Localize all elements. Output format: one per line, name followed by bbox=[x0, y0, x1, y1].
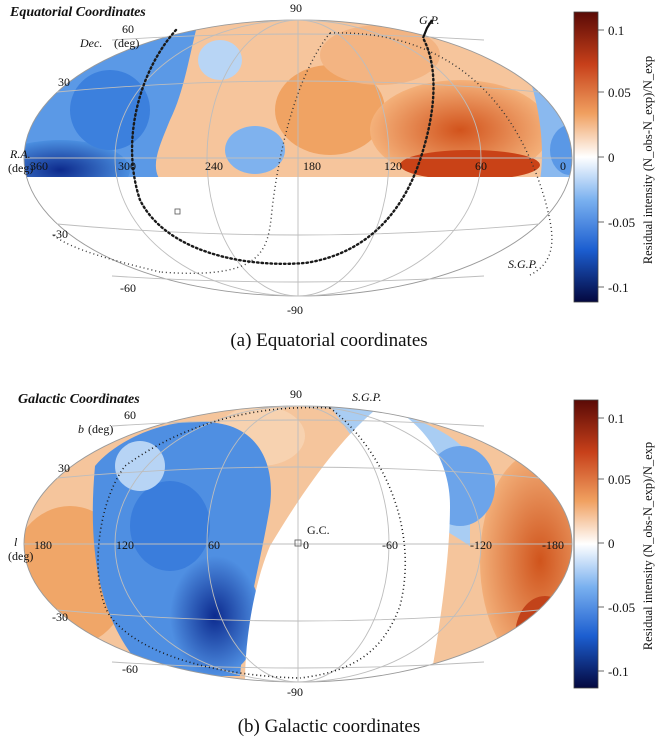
coordinate-grid bbox=[23, 405, 573, 683]
colorbar-tick-minus-0.05: -0.05 bbox=[608, 600, 635, 615]
lon-axis-label: l bbox=[14, 535, 18, 549]
lon-axis-label: R.A. bbox=[9, 147, 31, 161]
map-title: Galactic Coordinates bbox=[18, 392, 140, 407]
colorbar-label: Residual intensity (N_obs-N_exp)/N_exp bbox=[641, 442, 655, 650]
map-title: Equatorial Coordinates bbox=[9, 5, 146, 20]
lat-tick-minus-90: -90 bbox=[287, 685, 303, 699]
lat-tick-90: 90 bbox=[290, 1, 302, 15]
lat-tick-60: 60 bbox=[122, 22, 134, 36]
galactic-great-circle bbox=[51, 32, 553, 276]
colorbar-tick-0.05: 0.05 bbox=[608, 85, 631, 100]
colorbar-tick-0: 0 bbox=[608, 150, 615, 165]
equatorial-plane-line bbox=[97, 406, 407, 679]
galactic-plane-marker bbox=[421, 19, 433, 39]
panel-galactic: Galactic Coordinates 90 60 30 b (deg) l … bbox=[0, 386, 658, 750]
lat-tick-minus-30: -30 bbox=[52, 610, 68, 624]
galactic-skymap-figure: Galactic Coordinates 90 60 30 b (deg) l … bbox=[8, 387, 655, 699]
lon-tick-120: 120 bbox=[384, 159, 402, 173]
lon-tick-0: 0 bbox=[560, 159, 566, 173]
figure-caption: (b) Galactic coordinates bbox=[237, 716, 421, 737]
colorbar-tick-0.1: 0.1 bbox=[608, 411, 624, 426]
lat-tick-60: 60 bbox=[124, 408, 136, 422]
colorbar-tick-0: 0 bbox=[608, 536, 615, 551]
lat-axis-label: b bbox=[78, 422, 84, 436]
lon-tick-60: 60 bbox=[208, 538, 220, 552]
lon-tick-240: 240 bbox=[205, 159, 223, 173]
lon-axis-unit: (deg) bbox=[8, 549, 33, 563]
panel-equatorial: Equatorial Coordinates 90 60 30 Dec. (de… bbox=[0, 0, 658, 362]
colorbar-tick-minus-0.05: -0.05 bbox=[608, 215, 635, 230]
sgp-annotation: S.G.P. bbox=[352, 390, 381, 404]
colorbar-tick-minus-0.1: -0.1 bbox=[608, 664, 629, 679]
lon-tick-360: 360 bbox=[30, 159, 48, 173]
lon-tick-minus-180: -180 bbox=[542, 538, 564, 552]
coordinate-grid bbox=[23, 19, 573, 297]
lon-tick-120: 120 bbox=[116, 538, 134, 552]
marker-square bbox=[174, 208, 181, 215]
lat-tick-minus-90: -90 bbox=[287, 303, 303, 317]
colorbar-tick-minus-0.1: -0.1 bbox=[608, 280, 629, 295]
figure-caption: (a) Equatorial coordinates bbox=[230, 330, 428, 351]
galactic-center-annotation: G.C. bbox=[307, 523, 330, 537]
lat-tick-minus-30: -30 bbox=[52, 227, 68, 241]
colorbar: 0.1 0.05 0 -0.05 -0.1 Residual intensity… bbox=[573, 399, 655, 689]
galactic-center-marker bbox=[294, 539, 302, 547]
lon-tick-0: 0 bbox=[303, 538, 309, 552]
lon-tick-minus-60: -60 bbox=[382, 538, 398, 552]
lon-tick-180: 180 bbox=[303, 159, 321, 173]
sgp-annotation: S.G.P. bbox=[508, 257, 537, 271]
lat-tick-90: 90 bbox=[290, 387, 302, 401]
equatorial-skymap-figure: Equatorial Coordinates 90 60 30 Dec. (de… bbox=[8, 1, 655, 317]
colorbar-tick-0.05: 0.05 bbox=[608, 472, 631, 487]
gp-annotation: G.P. bbox=[419, 13, 439, 27]
lon-axis-unit: (deg) bbox=[8, 161, 33, 175]
colorbar-tick-0.1: 0.1 bbox=[608, 23, 624, 38]
lon-tick-180: 180 bbox=[34, 538, 52, 552]
lat-tick-minus-60: -60 bbox=[120, 281, 136, 295]
lon-tick-60: 60 bbox=[475, 159, 487, 173]
lon-tick-300: 300 bbox=[118, 159, 136, 173]
lon-tick-minus-120: -120 bbox=[470, 538, 492, 552]
lat-tick-30: 30 bbox=[58, 461, 70, 475]
lat-tick-minus-60: -60 bbox=[122, 662, 138, 676]
lat-axis-label: Dec. bbox=[79, 36, 102, 50]
lat-axis-unit: (deg) bbox=[114, 36, 139, 50]
lat-axis-unit: (deg) bbox=[88, 422, 113, 436]
colorbar: 0.1 0.05 0 -0.05 -0.1 Residual intensity… bbox=[573, 11, 655, 303]
lat-tick-30: 30 bbox=[58, 75, 70, 89]
galactic-plane-line bbox=[130, 28, 435, 265]
colorbar-label: Residual intensity (N_obs-N_exp)/N_exp bbox=[641, 56, 655, 264]
